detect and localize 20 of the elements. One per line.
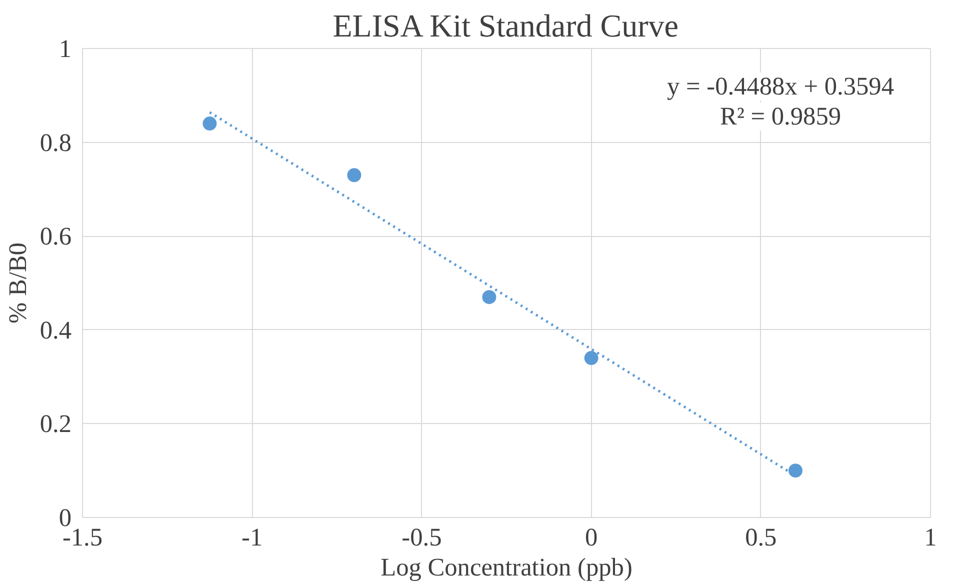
x-axis-title: Log Concentration (ppb) bbox=[380, 554, 632, 582]
y-axis-title: % B/B0 bbox=[4, 242, 32, 324]
x-tick-label: -1 bbox=[242, 524, 263, 552]
point bbox=[202, 116, 217, 131]
y-tick-label: 0.8 bbox=[40, 128, 72, 157]
point bbox=[584, 351, 598, 366]
x-tick-label: 0.5 bbox=[745, 524, 777, 552]
chart-title: ELISA Kit Standard Curve bbox=[332, 8, 678, 44]
x-tick-label: 1 bbox=[924, 524, 937, 552]
point bbox=[788, 464, 802, 478]
y-tick-label: 0.6 bbox=[40, 222, 72, 251]
x-tick-label: 0 bbox=[584, 524, 598, 552]
annotation: y = -0.4488x + 0.3594 bbox=[667, 72, 894, 100]
point bbox=[482, 290, 496, 304]
x-tick-label: -0.5 bbox=[402, 524, 442, 552]
y-tick-label: 0.4 bbox=[40, 316, 72, 344]
y-tick-label: 1 bbox=[58, 35, 72, 63]
y-tick-label: 0.2 bbox=[40, 410, 72, 438]
point bbox=[347, 168, 362, 182]
annotation: R² = 0.9859 bbox=[720, 102, 842, 130]
